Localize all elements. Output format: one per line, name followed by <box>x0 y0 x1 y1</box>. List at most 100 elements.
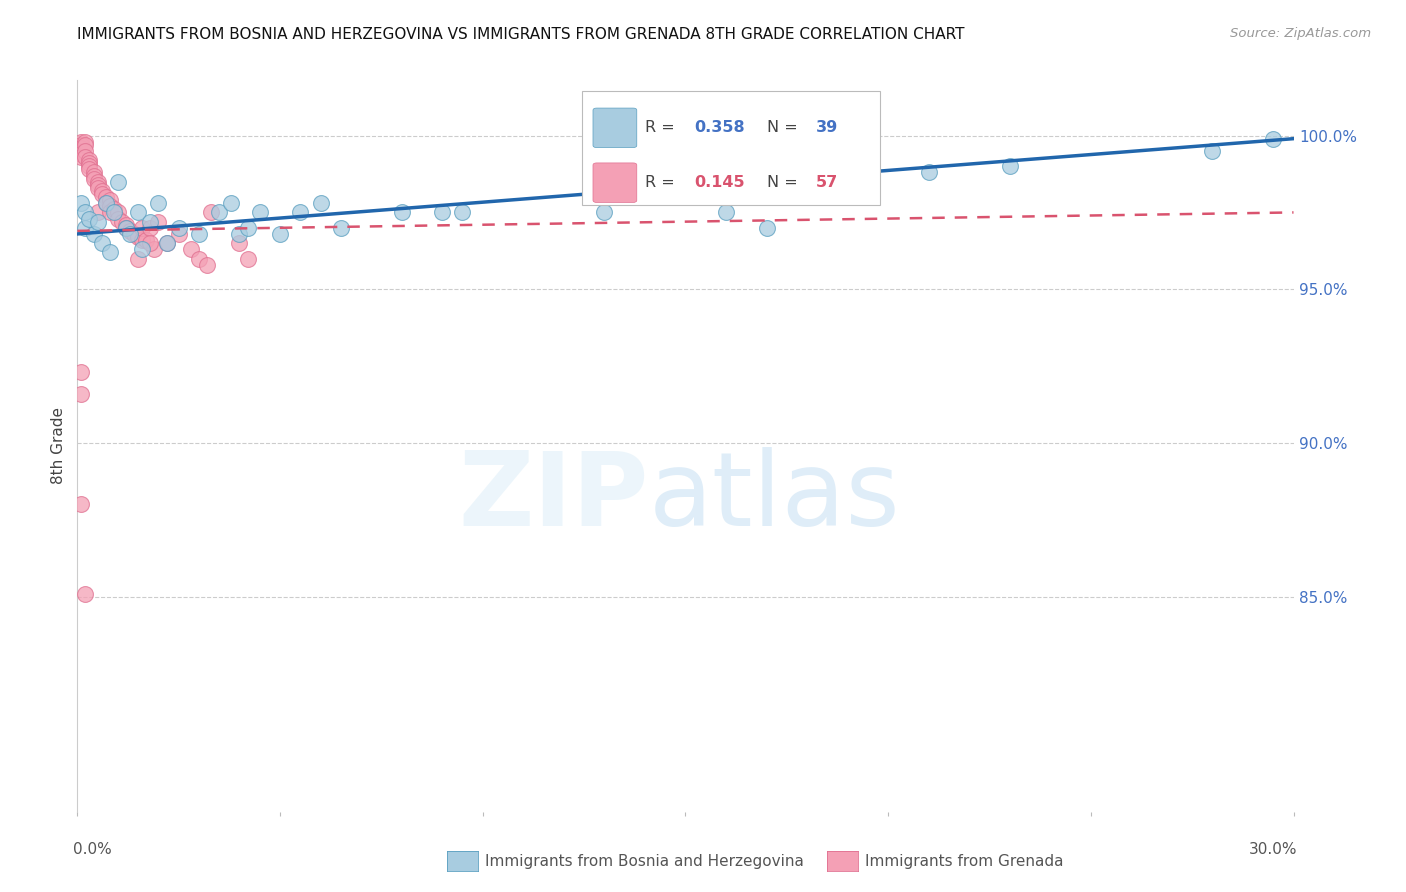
Text: 0.358: 0.358 <box>695 120 745 136</box>
FancyBboxPatch shape <box>582 91 880 204</box>
Point <box>167 220 190 235</box>
Point <box>111 214 134 228</box>
Point <box>79 156 101 170</box>
Point <box>208 205 231 219</box>
Point <box>139 220 162 235</box>
Point <box>143 242 166 256</box>
Point <box>75 150 97 164</box>
Point <box>221 196 243 211</box>
Point <box>148 214 170 228</box>
Point <box>86 214 108 228</box>
Point <box>228 236 250 251</box>
Text: Immigrants from Bosnia and Herzegovina: Immigrants from Bosnia and Herzegovina <box>485 855 804 869</box>
Point <box>188 252 211 266</box>
Point <box>391 205 413 219</box>
Point <box>200 205 222 219</box>
Point <box>593 205 616 219</box>
Point <box>86 205 108 219</box>
Point <box>107 205 129 219</box>
Point <box>432 205 454 219</box>
Point <box>329 220 352 235</box>
Point <box>148 196 170 211</box>
Point <box>75 137 97 152</box>
Point <box>79 162 101 177</box>
FancyBboxPatch shape <box>593 108 637 147</box>
Point <box>83 171 105 186</box>
Point <box>139 236 162 251</box>
Point <box>180 242 202 256</box>
Point <box>70 365 93 379</box>
Text: 0.0%: 0.0% <box>73 842 112 857</box>
Text: Source: ZipAtlas.com: Source: ZipAtlas.com <box>1230 27 1371 40</box>
Point <box>107 211 129 226</box>
Point <box>228 227 250 241</box>
Point <box>103 202 125 217</box>
Point <box>188 227 211 241</box>
Text: R =: R = <box>645 120 681 136</box>
Point <box>94 190 117 204</box>
Point <box>1263 131 1285 145</box>
Text: ZIP: ZIP <box>458 447 650 548</box>
Point <box>127 252 149 266</box>
Point <box>90 184 112 198</box>
Point <box>90 236 112 251</box>
Point <box>75 144 97 158</box>
Point <box>236 220 259 235</box>
Point <box>122 227 145 241</box>
Point <box>70 386 93 401</box>
Point <box>127 205 149 219</box>
Point <box>131 220 153 235</box>
Text: 57: 57 <box>815 175 838 190</box>
Point <box>70 196 93 211</box>
Point <box>107 175 129 189</box>
FancyBboxPatch shape <box>593 163 637 202</box>
Point <box>236 252 259 266</box>
Text: atlas: atlas <box>650 447 901 548</box>
Text: R =: R = <box>645 175 681 190</box>
Point <box>290 205 312 219</box>
Point <box>98 245 121 260</box>
Point <box>83 169 105 183</box>
Point <box>75 220 97 235</box>
Point <box>167 227 190 241</box>
Point <box>755 220 778 235</box>
Point <box>86 178 108 192</box>
Text: 30.0%: 30.0% <box>1249 842 1298 857</box>
Text: 39: 39 <box>815 120 838 136</box>
Point <box>83 227 105 241</box>
Point <box>70 137 93 152</box>
Point <box>918 165 941 179</box>
Point <box>94 196 117 211</box>
Point <box>1201 144 1223 158</box>
Text: N =: N = <box>766 175 803 190</box>
Point <box>249 205 271 219</box>
Point <box>86 175 108 189</box>
Text: N =: N = <box>766 120 803 136</box>
Point <box>75 586 97 600</box>
Point <box>70 150 93 164</box>
Point <box>135 233 157 247</box>
Point <box>98 205 121 219</box>
Point <box>90 186 112 201</box>
Point <box>131 242 153 256</box>
Point <box>79 153 101 168</box>
Point <box>115 218 138 232</box>
Point <box>195 258 218 272</box>
Point <box>103 205 125 219</box>
Point <box>115 220 138 235</box>
Point <box>83 165 105 179</box>
Point <box>155 236 177 251</box>
Point <box>70 141 93 155</box>
Point <box>70 135 93 149</box>
Point <box>451 205 474 219</box>
Point <box>309 196 332 211</box>
Point <box>70 497 93 511</box>
Point <box>127 230 149 244</box>
Point <box>79 211 101 226</box>
Point <box>155 236 177 251</box>
Point <box>98 193 121 207</box>
Point <box>75 205 97 219</box>
Point <box>70 144 93 158</box>
Point <box>118 224 141 238</box>
Point <box>98 199 121 213</box>
